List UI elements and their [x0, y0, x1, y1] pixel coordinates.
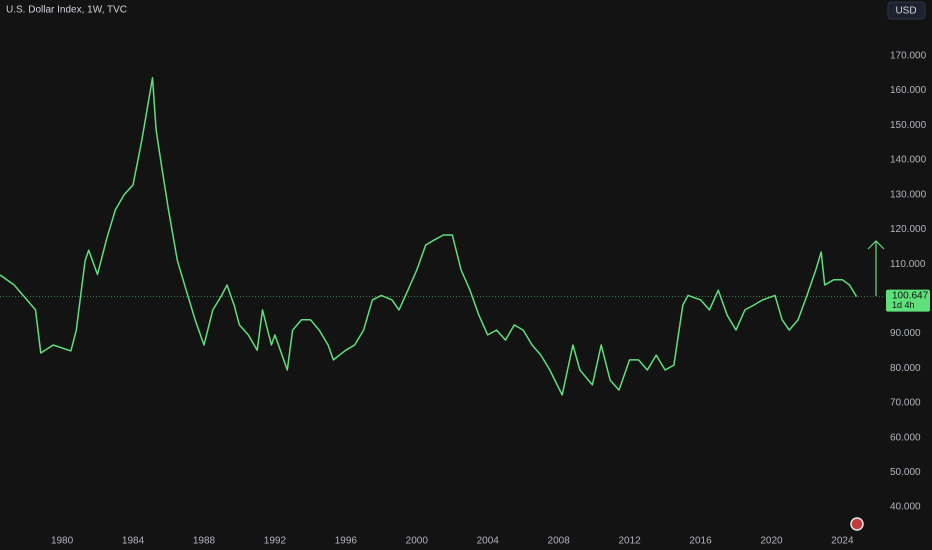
x-tick-label: 2004	[477, 536, 500, 547]
countdown-label: 1d 4h	[892, 300, 915, 310]
x-tick-label: 2020	[760, 536, 783, 547]
y-tick-label: 170.000	[890, 51, 927, 62]
x-tick-label: 1988	[193, 536, 216, 547]
y-tick-label: 110.000	[890, 259, 926, 270]
chart-title: U.S. Dollar Index, 1W, TVC	[6, 5, 127, 16]
up-arrow	[867, 240, 885, 296]
y-tick-label: 60.000	[890, 432, 921, 443]
x-tick-label: 1984	[122, 536, 145, 547]
y-tick-label: 140.000	[890, 155, 927, 166]
x-tick-label: 2012	[618, 536, 641, 547]
y-tick-label: 40.000	[890, 502, 921, 513]
price-label-box	[886, 289, 930, 312]
x-tick-label: 1980	[51, 536, 74, 547]
y-tick-label: 90.000	[890, 328, 921, 339]
price-line	[0, 76, 858, 396]
x-tick-label: 2024	[831, 536, 854, 547]
y-tick-label: 120.000	[890, 224, 927, 235]
x-tick-label: 2008	[548, 536, 571, 547]
y-tick-label: 70.000	[890, 398, 921, 409]
y-tick-label: 160.000	[890, 85, 927, 96]
currency-button[interactable]	[887, 1, 926, 20]
price-label: 100.647	[892, 291, 929, 302]
y-tick-label: 80.000	[890, 363, 921, 374]
y-tick-label: 150.000	[890, 120, 927, 131]
event-icon[interactable]	[850, 517, 864, 531]
y-tick-label: 50.000	[890, 467, 921, 478]
x-tick-label: 1996	[335, 536, 358, 547]
y-tick-label: 130.000	[890, 189, 927, 200]
x-tick-label: 1992	[264, 536, 287, 547]
currency-label: USD	[895, 6, 916, 17]
x-tick-label: 2016	[689, 536, 712, 547]
x-tick-label: 2000	[406, 536, 429, 547]
